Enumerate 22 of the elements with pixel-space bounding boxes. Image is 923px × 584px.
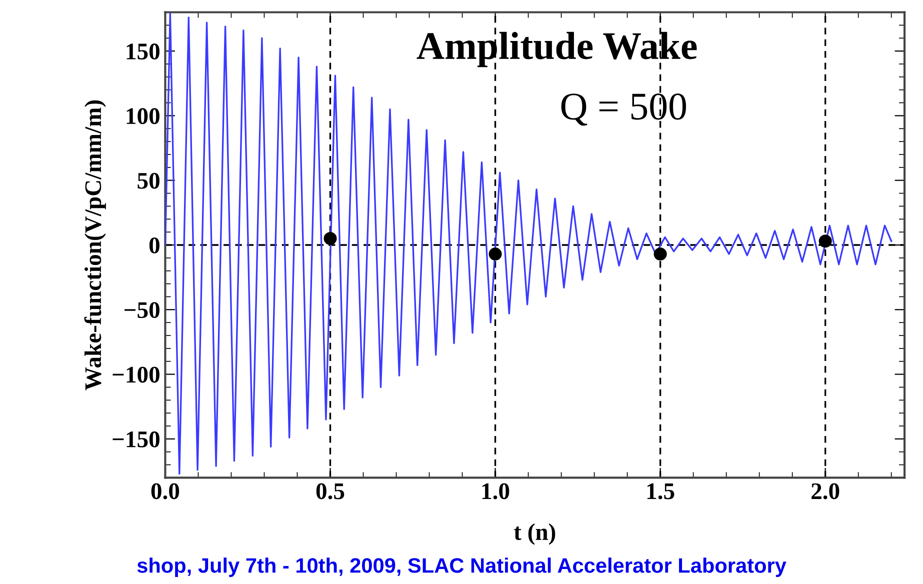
x-tick-label: 2.0 bbox=[812, 483, 840, 500]
x-tick-label: 1.5 bbox=[647, 483, 674, 500]
y-tick-label: 50 bbox=[138, 172, 160, 189]
y-axis-title: Wake-function(V/pC/mm/m) bbox=[84, 100, 106, 390]
y-tick-label: 150 bbox=[126, 44, 160, 60]
x-tick-label: 0.0 bbox=[151, 483, 180, 500]
point bbox=[324, 232, 337, 246]
y-tick-label: −150 bbox=[112, 431, 160, 448]
y-tick-label: 0 bbox=[149, 237, 160, 254]
y-tick-label: 100 bbox=[126, 108, 160, 124]
y-tick-label: −100 bbox=[112, 366, 160, 383]
x-tick-label: 0.5 bbox=[316, 483, 344, 500]
annotation: Amplitude Wake bbox=[416, 32, 697, 68]
point bbox=[654, 248, 667, 261]
line-series bbox=[165, 12, 892, 475]
annotation: Q = 500 bbox=[561, 94, 686, 126]
point bbox=[818, 234, 832, 248]
y-tick-label: −50 bbox=[124, 302, 160, 318]
point bbox=[488, 248, 502, 261]
x-tick-label: 1.0 bbox=[482, 483, 510, 500]
x-axis-title: t (n) bbox=[514, 523, 556, 545]
text: shop, July 7th - 10th, 2009, SLAC National Accelerator Laboratory bbox=[137, 558, 786, 577]
